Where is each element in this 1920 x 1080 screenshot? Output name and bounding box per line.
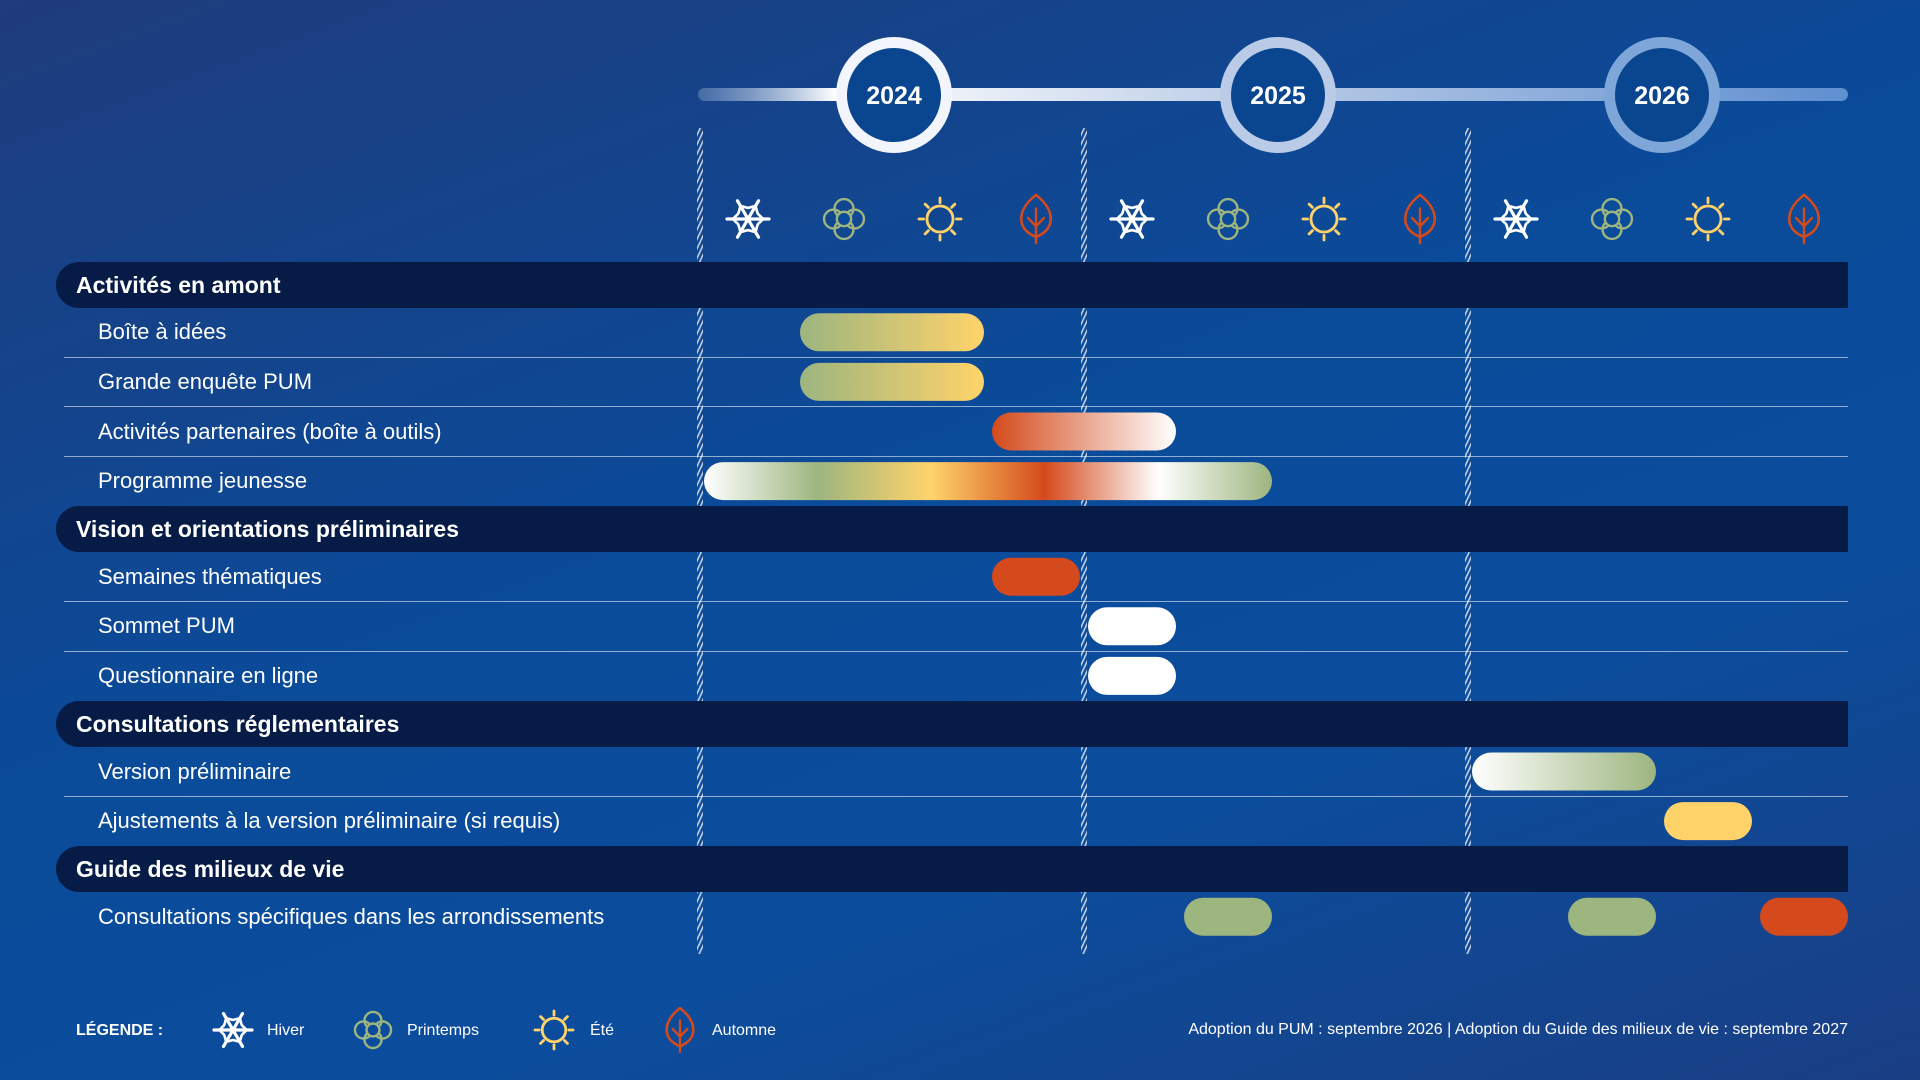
legend-label-ete: Été xyxy=(590,1022,615,1039)
section-title-consultations-reglementaires: Consultations réglementaires xyxy=(76,711,400,738)
row-label-sommet-pum: Sommet PUM xyxy=(98,613,235,639)
year-marker-2024: 2024 xyxy=(836,37,952,153)
snowflake-icon xyxy=(725,199,771,239)
row-label-grande-enquete-pum: Grande enquête PUM xyxy=(98,368,313,394)
flower-icon xyxy=(1206,197,1250,241)
row-label-consultations-specifiques-dans-les-arrondissements: Consultations spécifiques dans les arron… xyxy=(98,903,605,929)
section-bar xyxy=(56,262,1848,308)
legend-flower-icon xyxy=(353,1010,393,1050)
flower-icon xyxy=(822,197,866,241)
year-marker-2026: 2026 xyxy=(1604,37,1720,153)
bar-version-preliminaire xyxy=(1472,752,1656,791)
section-title-guide-des-milieux-de-vie: Guide des milieux de vie xyxy=(76,856,345,883)
section-bar xyxy=(56,506,1848,553)
row-label-activites-partenaires-boite-a-outils: Activités partenaires (boîte à outils) xyxy=(98,418,442,444)
legend-title: LÉGENDE : xyxy=(76,1022,164,1039)
year-label: 2026 xyxy=(1634,82,1690,110)
bar-consultations-specifiques-dans-les-arrondissements xyxy=(1760,897,1848,936)
legend-sun-icon xyxy=(533,1009,575,1051)
bar-questionnaire-en-ligne xyxy=(1088,656,1176,695)
snowflake-icon xyxy=(1109,199,1155,239)
year-disc xyxy=(1231,48,1325,142)
bar-boite-a-idees xyxy=(800,313,984,352)
year-disc xyxy=(1615,48,1709,142)
bar-semaines-thematiques xyxy=(992,557,1080,596)
row-separator xyxy=(64,357,1848,358)
bar-sommet-pum xyxy=(1088,607,1176,646)
row-separator xyxy=(64,601,1848,602)
year-disc xyxy=(847,48,941,142)
year-label: 2025 xyxy=(1250,82,1306,110)
section-title-activites-en-amont: Activités en amont xyxy=(76,272,281,298)
section-bar xyxy=(56,701,1848,748)
flower-icon xyxy=(1590,197,1634,241)
legend-label-automne: Automne xyxy=(712,1022,777,1039)
bar-consultations-specifiques-dans-les-arrondissements xyxy=(1568,897,1656,936)
legend-label-hiver: Hiver xyxy=(267,1022,305,1039)
bar-programme-jeunesse xyxy=(704,462,1272,501)
row-separator xyxy=(64,796,1848,797)
row-separator xyxy=(64,406,1848,407)
row-label-programme-jeunesse: Programme jeunesse xyxy=(98,468,308,494)
leaf-icon xyxy=(1788,193,1820,245)
year-marker-2025: 2025 xyxy=(1220,37,1336,153)
legend-leaf-icon xyxy=(665,1006,695,1054)
section-bar xyxy=(56,846,1848,893)
sun-icon xyxy=(1685,196,1731,242)
bar-activites-partenaires-boite-a-outils xyxy=(992,412,1176,451)
sun-icon xyxy=(1301,196,1347,242)
row-separator xyxy=(64,456,1848,457)
footnote: Adoption du PUM : septembre 2026 | Adopt… xyxy=(1188,1021,1848,1038)
row-label-boite-a-idees: Boîte à idées xyxy=(98,319,227,345)
row-label-questionnaire-en-ligne: Questionnaire en ligne xyxy=(98,662,319,688)
legend-label-printemps: Printemps xyxy=(407,1022,480,1039)
leaf-icon xyxy=(1020,193,1052,245)
row-label-ajustements-a-la-version-preliminaire-si-requis: Ajustements à la version préliminaire (s… xyxy=(98,808,561,834)
sun-icon xyxy=(917,196,963,242)
bar-grande-enquete-pum xyxy=(800,362,984,401)
row-label-semaines-thematiques: Semaines thématiques xyxy=(98,563,322,589)
row-label-version-preliminaire: Version préliminaire xyxy=(98,758,292,784)
snowflake-icon xyxy=(1493,199,1539,239)
bar-consultations-specifiques-dans-les-arrondissements xyxy=(1184,897,1272,936)
leaf-icon xyxy=(1404,193,1436,245)
bar-ajustements-a-la-version-preliminaire-si-requis xyxy=(1664,802,1752,841)
legend-icons xyxy=(212,1006,695,1054)
row-separator xyxy=(64,651,1848,652)
year-label: 2024 xyxy=(866,82,922,110)
legend-snowflake-icon xyxy=(212,1011,254,1049)
section-title-vision-et-orientations-preliminaires: Vision et orientations préliminaires xyxy=(76,516,460,543)
